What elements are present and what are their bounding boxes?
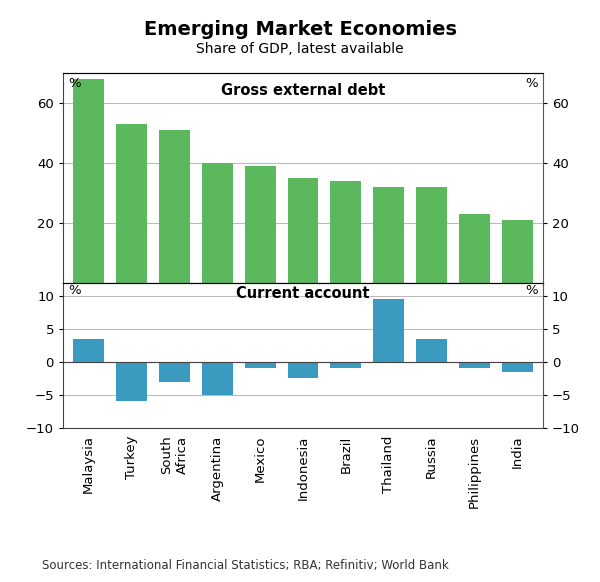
Bar — [373, 299, 404, 362]
Text: Emerging Market Economies: Emerging Market Economies — [143, 20, 457, 40]
Bar — [202, 163, 233, 283]
Bar — [373, 187, 404, 283]
Bar — [116, 362, 147, 402]
Bar — [202, 362, 233, 395]
Bar — [459, 362, 490, 368]
Bar — [73, 339, 104, 362]
Text: Current account: Current account — [236, 286, 370, 301]
Bar — [287, 362, 319, 378]
Bar — [245, 362, 275, 368]
Text: Sources: International Financial Statistics; RBA; Refinitiv; World Bank: Sources: International Financial Statist… — [42, 559, 449, 572]
Bar — [287, 178, 319, 283]
Bar — [159, 362, 190, 382]
Text: Gross external debt: Gross external debt — [221, 83, 385, 98]
Text: %: % — [68, 77, 80, 90]
Text: %: % — [526, 285, 538, 297]
Bar — [116, 124, 147, 283]
Bar — [245, 166, 275, 283]
Bar — [73, 79, 104, 283]
Bar — [159, 130, 190, 283]
Bar — [416, 187, 447, 283]
Text: %: % — [68, 285, 80, 297]
Bar — [331, 362, 361, 368]
Bar — [502, 220, 533, 283]
Bar — [416, 339, 447, 362]
Text: Share of GDP, latest available: Share of GDP, latest available — [196, 42, 404, 56]
Bar — [502, 362, 533, 372]
Bar — [331, 181, 361, 283]
Text: %: % — [526, 77, 538, 90]
Bar — [459, 214, 490, 283]
